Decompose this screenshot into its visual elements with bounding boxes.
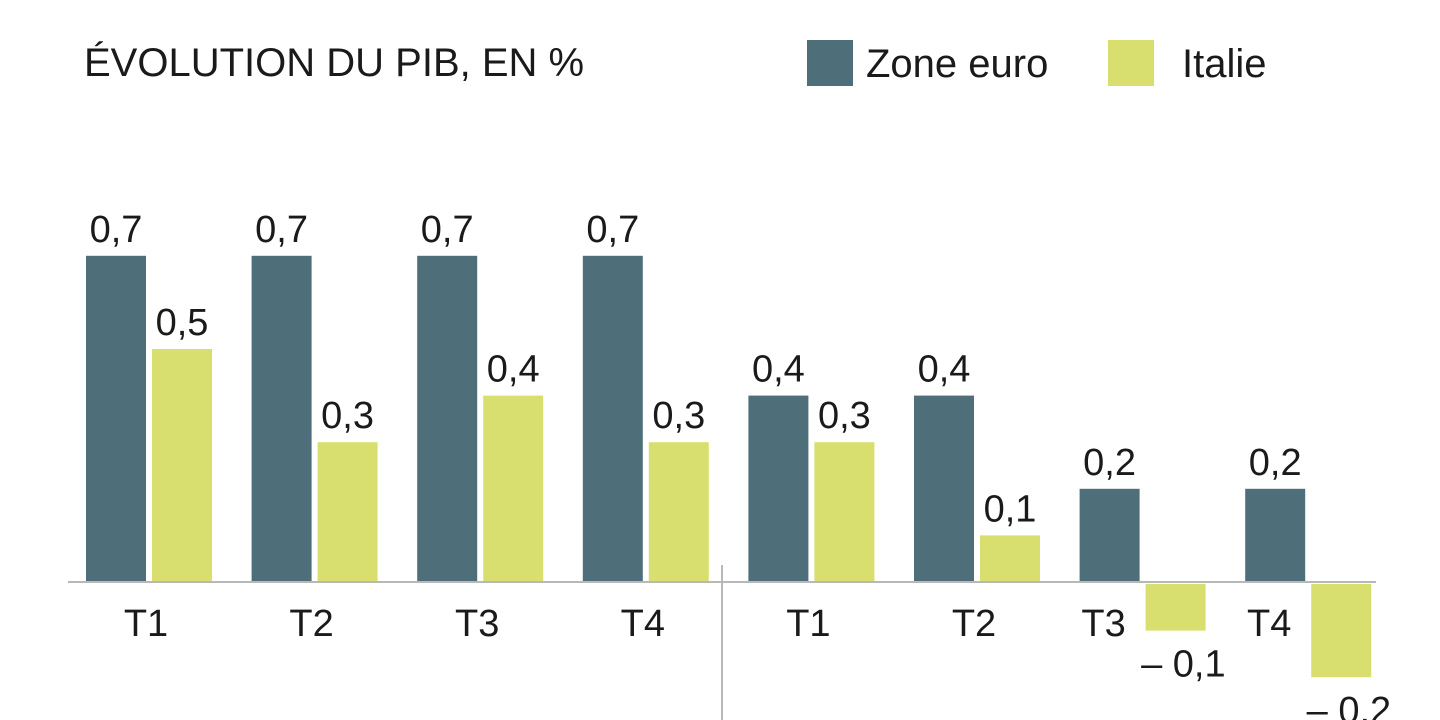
bar-zone-euro-8 xyxy=(1245,488,1306,582)
value-label-italie-5: 0,3 xyxy=(818,395,871,437)
legend: Zone euro Italie xyxy=(807,40,1267,86)
value-label-italie-1: 0,5 xyxy=(156,302,209,344)
legend-label-italie: Italie xyxy=(1182,42,1267,86)
value-label-italie-6: 0,1 xyxy=(984,488,1037,530)
value-label-zone-euro-6: 0,4 xyxy=(918,349,971,391)
bar-zone-euro-1 xyxy=(86,255,146,583)
bar-italie-4 xyxy=(648,442,709,582)
value-label-italie-3: 0,4 xyxy=(487,349,540,391)
bar-italie-8 xyxy=(1311,584,1372,678)
legend-swatch-italie xyxy=(1108,40,1154,86)
value-label-zone-euro-7: 0,2 xyxy=(1083,442,1136,484)
value-label-zone-euro-8: 0,2 xyxy=(1249,442,1302,484)
chart-title: ÉVOLUTION DU PIB, EN % xyxy=(84,40,584,85)
x-tick-label-4: T4 xyxy=(621,603,665,645)
bar-italie-6 xyxy=(980,535,1040,582)
x-tick-label-5: T1 xyxy=(786,603,830,645)
bar-zone-euro-4 xyxy=(582,255,643,583)
value-label-italie-8: – 0,2 xyxy=(1307,690,1392,720)
value-label-zone-euro-3: 0,7 xyxy=(421,209,474,251)
bar-italie-5 xyxy=(814,442,875,582)
legend-label-zone-euro: Zone euro xyxy=(866,42,1048,86)
value-label-italie-2: 0,3 xyxy=(321,395,374,437)
bar-italie-1 xyxy=(152,349,212,582)
value-label-zone-euro-2: 0,7 xyxy=(255,209,308,251)
value-label-italie-4: 0,3 xyxy=(652,395,705,437)
x-tick-label-6: T2 xyxy=(952,603,996,645)
x-tick-label-3: T3 xyxy=(455,603,499,645)
bar-italie-2 xyxy=(317,442,378,582)
bar-zone-euro-3 xyxy=(417,255,478,583)
x-tick-label-1: T1 xyxy=(124,603,168,645)
value-label-zone-euro-5: 0,4 xyxy=(752,349,805,391)
bar-zone-euro-5 xyxy=(748,395,809,582)
bar-italie-3 xyxy=(483,395,544,582)
x-tick-label-7: T3 xyxy=(1081,603,1125,645)
legend-swatch-zone-euro xyxy=(807,40,853,86)
x-tick-label-2: T2 xyxy=(289,603,333,645)
value-label-zone-euro-1: 0,7 xyxy=(90,209,143,251)
x-tick-label-8: T4 xyxy=(1247,603,1291,645)
plot-area: 0,7 0,5 T1 0,7 0,3 T2 0,7 0,4 T3 0,7 0,3 T4 0,4 0,3 T1… xyxy=(86,209,1391,720)
bar-zone-euro-7 xyxy=(1079,488,1140,582)
bar-zone-euro-6 xyxy=(914,395,974,582)
value-label-italie-7: – 0,1 xyxy=(1141,644,1226,686)
value-label-zone-euro-4: 0,7 xyxy=(586,209,639,251)
bar-zone-euro-2 xyxy=(251,255,312,583)
bar-italie-7 xyxy=(1145,584,1206,631)
